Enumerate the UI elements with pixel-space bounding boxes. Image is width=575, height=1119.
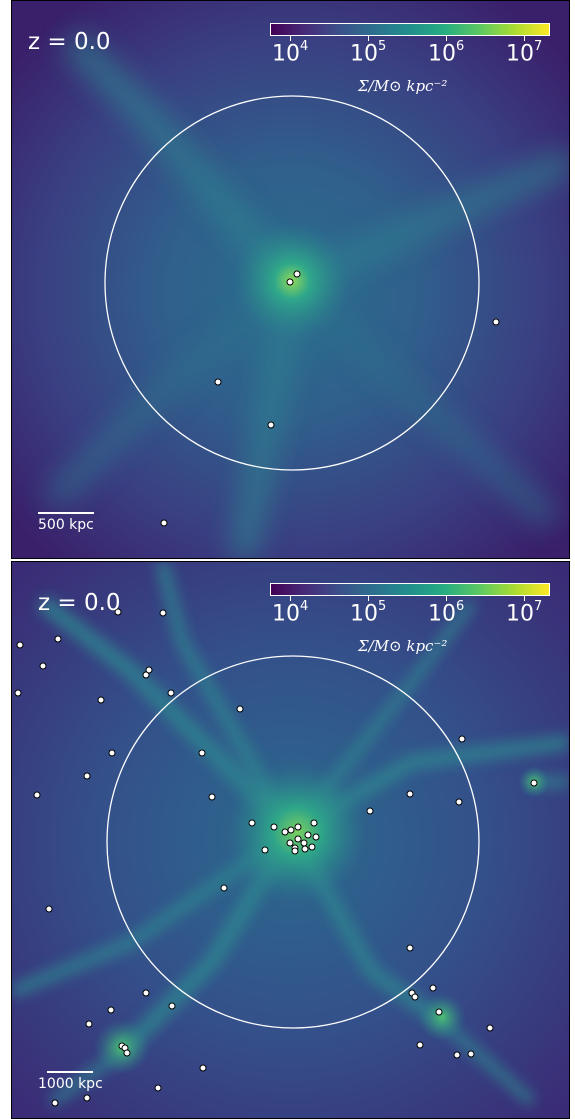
scale-bar-label: 500 kpc bbox=[38, 517, 94, 533]
scale-bar-line bbox=[47, 1071, 93, 1073]
colorbar-tick-label: 105 bbox=[350, 39, 387, 67]
colorbar-tick bbox=[446, 596, 447, 601]
redshift-label: z = 0.0 bbox=[28, 29, 111, 55]
virial-circle bbox=[106, 655, 480, 1029]
redshift-label: z = 0.0 bbox=[38, 590, 121, 616]
colorbar-tick-label: 104 bbox=[272, 599, 309, 627]
colorbar-tick bbox=[290, 596, 291, 601]
top-panel: z = 0.0 104 105 106 107 Σ/M⊙ kpc⁻² 500 k… bbox=[11, 0, 570, 559]
density-map-bottom bbox=[12, 562, 569, 1118]
colorbar bbox=[270, 583, 550, 596]
density-map-top bbox=[12, 1, 569, 558]
colorbar-tick-label: 107 bbox=[506, 599, 543, 627]
scale-bar-label: 1000 kpc bbox=[38, 1076, 103, 1092]
colorbar-tick-label: 106 bbox=[428, 599, 465, 627]
colorbar-tick-label: 105 bbox=[350, 599, 387, 627]
colorbar-tick bbox=[368, 596, 369, 601]
colorbar-tick-label: 107 bbox=[506, 39, 543, 67]
colorbar-tick bbox=[446, 36, 447, 41]
colorbar bbox=[270, 23, 550, 36]
colorbar-tick-label: 104 bbox=[272, 39, 309, 67]
subhalo-markers bbox=[160, 270, 500, 527]
colorbar-tick-label: 106 bbox=[428, 39, 465, 67]
colorbar-label: Σ/M⊙ kpc⁻² bbox=[358, 637, 448, 655]
scale-bar-line bbox=[38, 512, 94, 514]
colorbar-label: Σ/M⊙ kpc⁻² bbox=[358, 77, 448, 95]
colorbar-tick bbox=[290, 36, 291, 41]
virial-circle bbox=[104, 95, 480, 471]
colorbar-tick bbox=[368, 36, 369, 41]
subhalo-markers bbox=[14, 608, 538, 1107]
bottom-panel: z = 0.0 104 105 106 107 Σ/M⊙ kpc⁻² 1000 … bbox=[11, 561, 570, 1119]
colorbar-tick bbox=[524, 596, 525, 601]
colorbar-tick bbox=[524, 36, 525, 41]
